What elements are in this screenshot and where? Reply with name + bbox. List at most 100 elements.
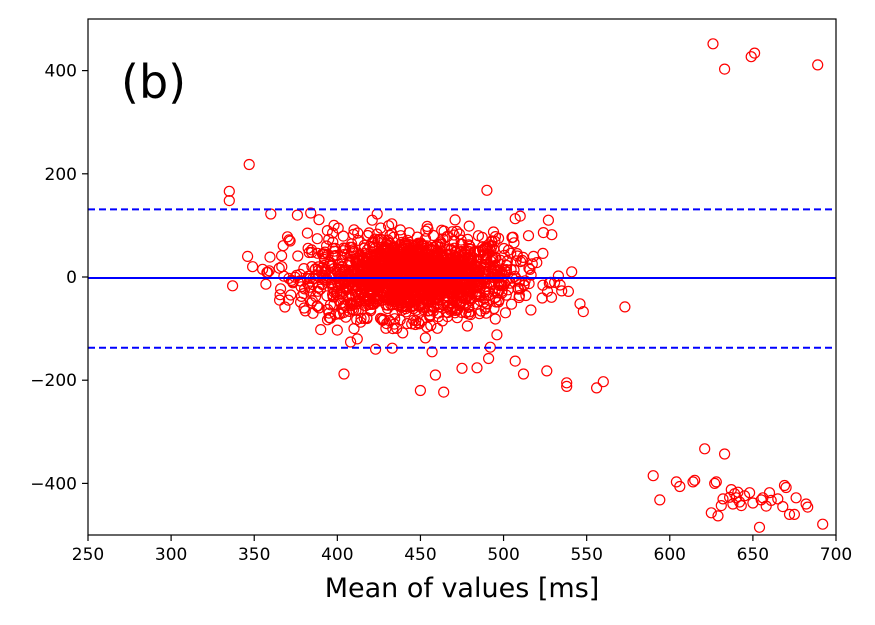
x-tick-label: 400 bbox=[321, 545, 353, 565]
data-point bbox=[311, 233, 323, 245]
data-point bbox=[323, 307, 335, 319]
data-point bbox=[314, 283, 326, 295]
data-point bbox=[370, 343, 382, 355]
data-point bbox=[717, 493, 729, 505]
data-point bbox=[499, 307, 512, 319]
data-point bbox=[411, 246, 423, 258]
data-point bbox=[389, 313, 401, 325]
x-tick-label: 450 bbox=[404, 545, 436, 565]
data-point bbox=[361, 312, 373, 324]
data-point bbox=[370, 279, 382, 291]
data-point bbox=[546, 229, 558, 241]
data-point bbox=[619, 301, 631, 313]
data-point bbox=[276, 250, 288, 262]
data-point bbox=[283, 234, 295, 246]
data-point bbox=[489, 313, 501, 325]
data-point bbox=[350, 275, 362, 287]
data-point bbox=[260, 278, 272, 290]
data-point bbox=[298, 302, 310, 314]
data-point bbox=[350, 279, 362, 291]
data-point bbox=[324, 256, 336, 268]
data-point bbox=[438, 386, 450, 398]
data-point bbox=[527, 250, 540, 262]
data-point bbox=[257, 263, 269, 275]
data-point bbox=[554, 279, 566, 291]
data-point bbox=[780, 481, 792, 494]
data-point bbox=[449, 214, 461, 226]
data-point bbox=[778, 479, 791, 492]
data-point bbox=[480, 307, 492, 319]
data-point bbox=[522, 230, 535, 242]
data-point bbox=[597, 376, 609, 388]
data-point bbox=[414, 289, 426, 301]
data-point bbox=[375, 222, 387, 234]
data-point bbox=[366, 214, 378, 226]
data-point bbox=[509, 355, 521, 367]
data-point bbox=[505, 298, 518, 310]
data-point bbox=[524, 263, 536, 275]
data-point bbox=[223, 195, 235, 207]
y-tick-label: 0 bbox=[66, 268, 77, 288]
data-point bbox=[463, 220, 475, 232]
y-tick-label: −200 bbox=[30, 371, 77, 391]
data-point bbox=[577, 306, 589, 318]
data-point bbox=[505, 247, 517, 259]
data-point bbox=[542, 214, 555, 226]
data-point bbox=[455, 234, 467, 246]
data-point bbox=[399, 282, 411, 294]
data-point bbox=[445, 243, 457, 255]
data-point bbox=[707, 38, 719, 50]
data-point bbox=[285, 274, 298, 286]
data-point bbox=[451, 257, 464, 269]
data-point bbox=[223, 185, 235, 197]
data-point bbox=[394, 224, 406, 236]
data-point bbox=[274, 289, 286, 301]
data-point bbox=[735, 500, 747, 512]
data-point bbox=[394, 314, 406, 326]
data-point bbox=[302, 242, 314, 254]
data-point bbox=[709, 477, 721, 489]
data-point bbox=[321, 240, 333, 252]
data-point bbox=[562, 285, 575, 297]
data-point bbox=[500, 259, 513, 272]
data-point bbox=[327, 236, 339, 248]
data-point bbox=[276, 261, 288, 273]
data-point bbox=[525, 304, 537, 316]
data-point bbox=[433, 256, 445, 268]
data-point bbox=[523, 262, 535, 274]
data-point bbox=[352, 273, 364, 285]
data-point bbox=[525, 269, 537, 281]
data-point bbox=[475, 305, 487, 317]
data-point bbox=[449, 304, 461, 316]
data-point bbox=[561, 377, 573, 389]
x-tick-label: 650 bbox=[737, 545, 769, 565]
data-point bbox=[514, 283, 526, 295]
data-point bbox=[432, 311, 444, 323]
data-point bbox=[348, 224, 360, 236]
data-point bbox=[654, 494, 666, 506]
data-point bbox=[324, 299, 336, 311]
data-point bbox=[265, 208, 277, 220]
data-point bbox=[419, 332, 431, 344]
data-point bbox=[347, 246, 359, 258]
data-points bbox=[223, 38, 829, 533]
data-point bbox=[362, 229, 374, 242]
data-point bbox=[414, 384, 426, 397]
data-point bbox=[400, 306, 412, 318]
data-point bbox=[755, 494, 767, 506]
x-tick-label: 700 bbox=[820, 545, 852, 565]
data-point bbox=[447, 293, 459, 305]
data-point bbox=[513, 275, 525, 287]
data-point bbox=[531, 257, 543, 269]
data-point bbox=[264, 251, 276, 263]
y-tick-label: −400 bbox=[30, 474, 77, 494]
data-point bbox=[772, 493, 784, 505]
data-point bbox=[712, 510, 724, 522]
data-point bbox=[242, 250, 254, 262]
data-point bbox=[536, 292, 548, 304]
data-point bbox=[392, 245, 404, 257]
data-point bbox=[458, 298, 470, 310]
data-point bbox=[745, 51, 757, 63]
data-point bbox=[355, 312, 367, 324]
data-point bbox=[400, 303, 412, 315]
